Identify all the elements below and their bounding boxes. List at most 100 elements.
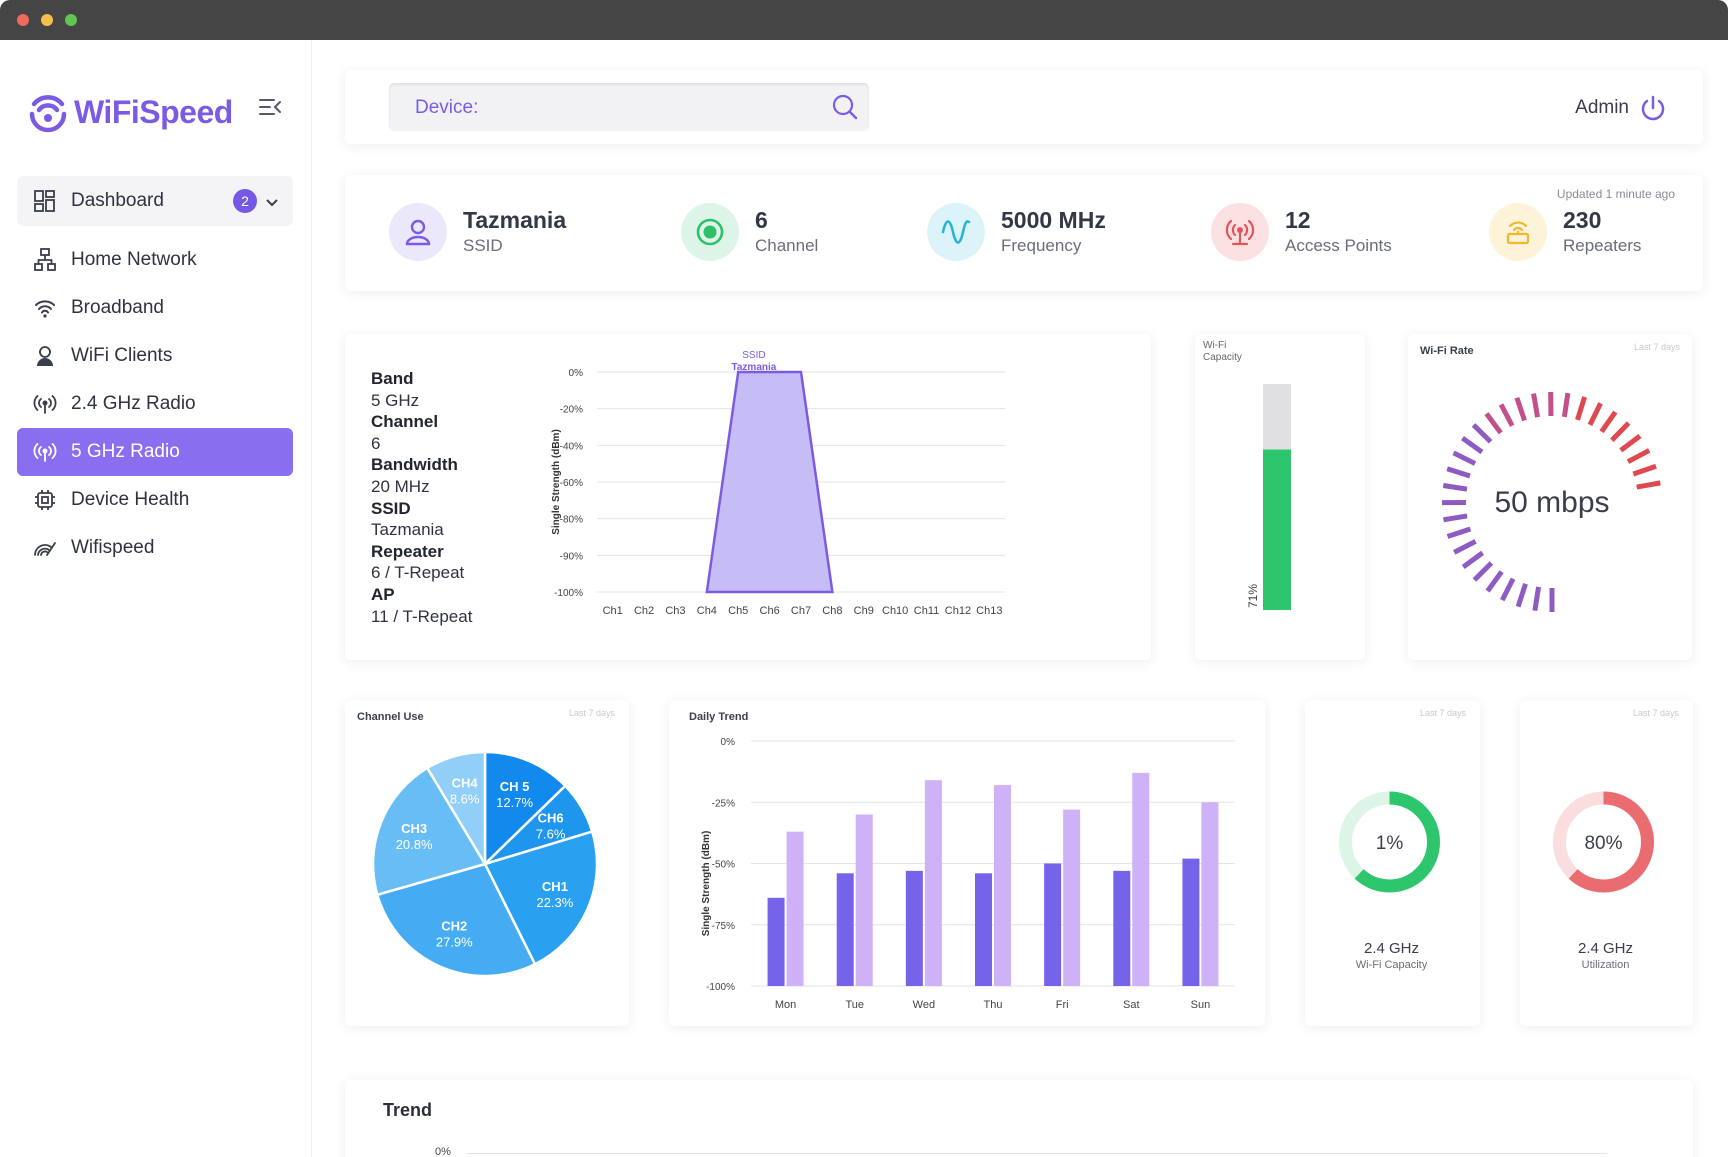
maximize-window-button[interactable] [65,14,77,26]
bar [767,897,785,986]
window-titlebar [0,0,1728,40]
bar [1063,809,1081,986]
wifispeed-logo-icon [29,95,67,133]
stat-repeaters: 230 Repeaters [1489,203,1641,261]
sidebar-item-label: WiFi Clients [71,345,173,366]
x-tick-label: Ch2 [634,605,654,617]
app-logo[interactable]: WiFiSpeed [28,90,233,134]
gauge-value: 50 mbps [1494,486,1609,519]
sidebar-item-24ghz-radio[interactable]: 2.4 GHz Radio [17,380,293,428]
signal-area [705,370,834,594]
gauge-tick [1514,396,1527,422]
sidebar-item-device-health[interactable]: Device Health [17,476,293,524]
device-search[interactable]: Device: [389,83,869,131]
gauge-tick [1632,463,1657,477]
channel-use-card: Channel Use Last 7 days CH 5 12.7% CH6 7.6% CH… [345,700,629,1026]
band-info-list: Band 5 GHz Channel 6 Bandwidth 20 MHz SS… [371,368,472,627]
sidebar-item-broadband[interactable]: Broadband [17,284,293,332]
access-point-icon [1211,203,1269,261]
x-tick-label: Ch9 [854,605,874,617]
slice-name-label: CH 5 [500,779,530,794]
capacity-label: 71% [1246,584,1260,608]
bandwidth-key: Bandwidth [371,455,458,475]
sidebar-item-home-network[interactable]: Home Network [17,236,293,284]
x-tick-label: Thu [984,999,1003,1011]
bar [924,780,942,986]
power-icon[interactable] [1639,94,1667,122]
card-title: Wi-Fi [1203,340,1226,351]
slice-value-label: 8.6% [450,792,480,807]
slice-name-label: CH6 [538,810,564,825]
user-menu[interactable]: Admin [1575,94,1667,122]
sidebar: WiFiSpeed Dashboard 2 Home Network Broad… [0,40,312,1157]
donut-arc [1339,791,1440,893]
band-key: Band [371,369,414,388]
sidebar-item-wifispeed[interactable]: Wifispeed [17,524,293,572]
stat-value: 5000 MHz [1001,207,1106,233]
x-tick-label: Ch10 [882,605,908,617]
slice-name-label: CH3 [401,821,427,836]
bar [786,831,804,986]
daily-trend-card: Daily Trend 0% -25% -50% -75% -100% Single Str… [669,700,1265,1026]
gauge-tick [1531,393,1541,418]
sidebar-item-label: Broadband [71,297,164,318]
menu-collapse-icon[interactable] [258,97,282,122]
gauge-tick [1485,570,1504,593]
wifi-rate-gauge: Wi-Fi Rate Last 7 days 50 mbps [1420,342,1680,612]
utilization-24ghz-card: Last 7 days 80% 2.4 GHz Utilization [1520,700,1693,1026]
y-tick-label: -40% [560,441,583,452]
y-tick-label: 0% [435,1146,451,1157]
bar [975,873,992,986]
y-axis-label: Single Strength (dBm) [551,429,562,535]
gauge-tick [1587,402,1603,426]
gauge-tick [1472,561,1494,582]
x-tick-label: Ch7 [791,605,811,617]
ssid-key: SSID [371,498,411,518]
gauge-tick [1443,513,1468,523]
donut-arc [1553,791,1654,893]
app-name: WiFiSpeed [74,93,233,130]
x-tick-label: Fri [1056,999,1069,1011]
y-tick-label: -75% [712,921,735,932]
sidebar-item-5ghz-radio[interactable]: 5 GHz Radio [17,428,293,476]
card-title: Channel Use [357,711,424,723]
sidebar-item-wifi-clients[interactable]: WiFi Clients [17,332,293,380]
card-title: Daily Trend [689,711,748,723]
gauge-tick [1446,466,1471,479]
stat-access-points: 12 Access Points [1211,203,1392,261]
search-icon[interactable] [831,93,859,126]
gauge-tick [1626,448,1651,464]
pie-slice [483,829,599,966]
band-value: 5 GHz [371,390,420,410]
updated-timestamp: Updated 1 minute ago [1556,187,1675,201]
y-tick-label: -60% [560,478,583,489]
user-headset-icon [33,344,57,368]
y-tick-label: 0% [721,737,736,748]
donut-caption: Wi-Fi Capacity [1356,959,1428,971]
router-icon [1489,203,1547,261]
y-tick-label: -25% [712,798,735,809]
bar [836,873,854,986]
network-tree-icon [33,248,57,272]
sidebar-item-dashboard[interactable]: Dashboard 2 [17,176,293,226]
capacity-fill [1263,449,1291,610]
bar [905,870,923,986]
sidebar-item-label: 2.4 GHz Radio [71,393,196,414]
search-input[interactable] [489,91,789,123]
stat-value: Tazmania [463,207,567,233]
bar [1044,863,1062,986]
gauge-tick [1599,410,1618,434]
utilization-donut-chart: Last 7 days 80% 2.4 GHz Utilization [1553,708,1679,971]
minimize-window-button[interactable] [41,14,53,26]
y-tick-label: -100% [706,982,735,993]
close-window-button[interactable] [17,14,29,26]
ap-key: AP [371,584,395,604]
dashboard-grid-icon [33,189,57,213]
chevron-down-icon[interactable] [265,192,279,214]
y-tick-label: -50% [712,860,735,871]
gauge-tick [1498,403,1515,427]
y-tick-label: -20% [560,405,583,416]
y-axis-label: Single Strength (dBm) [701,831,712,937]
x-tick-label: Tue [845,999,864,1011]
